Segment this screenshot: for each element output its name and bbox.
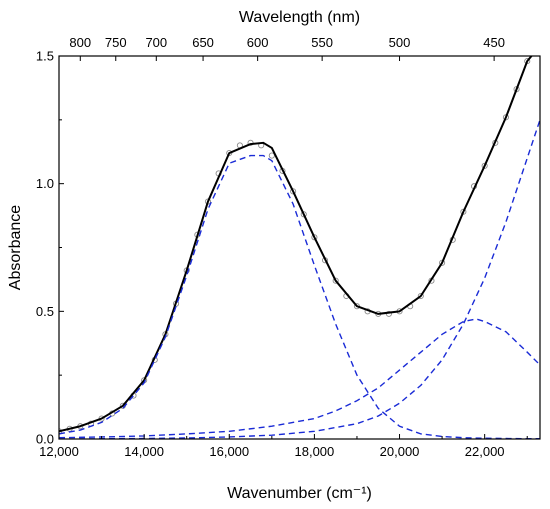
data-point [332, 277, 339, 284]
y-tick-label: 0.5 [36, 304, 54, 319]
component-curve [59, 154, 540, 439]
data-point [481, 162, 488, 169]
data-point [533, 48, 538, 53]
data-point [268, 152, 275, 159]
top-tick-label: 450 [483, 35, 505, 50]
x-tick-label: 20,000 [380, 444, 420, 459]
y-tick-label: 0.0 [36, 432, 54, 447]
data-point [460, 208, 467, 215]
plot-frame [58, 55, 541, 440]
x-axis-title: Wavenumber (cm⁻¹) [227, 485, 372, 502]
x-tick-label: 22,000 [465, 444, 505, 459]
top-tick-label: 650 [192, 35, 214, 50]
top-tick-label: 500 [389, 35, 411, 50]
data-point [417, 292, 424, 300]
data-point [290, 188, 297, 195]
top-axis-title: Wavelength (nm) [239, 9, 360, 26]
component-curve [59, 318, 540, 439]
series-layer [59, 48, 540, 439]
top-tick-label: 700 [145, 35, 167, 50]
ticks-layer: 12,000 14,000 16,000 18,000 20,000 22,000 0.0 0… [36, 35, 528, 459]
top-tick-label: 600 [247, 35, 269, 50]
y-tick-label: 1.5 [36, 49, 54, 64]
x-tick-label: 16,000 [209, 444, 249, 459]
top-tick-label: 800 [69, 35, 91, 50]
top-tick-label: 550 [311, 35, 333, 50]
data-point [226, 149, 233, 157]
y-axis-title: Absorbance [7, 205, 24, 290]
x-tick-label: 12,000 [39, 444, 79, 459]
y-tick-label: 1.0 [36, 176, 54, 191]
x-tick-label: 14,000 [124, 444, 164, 459]
data-point [300, 211, 307, 218]
data-point [439, 259, 446, 266]
data-point [311, 234, 318, 241]
x-tick-label: 18,000 [295, 444, 335, 459]
data-point [247, 139, 254, 146]
component-curve [59, 119, 540, 439]
fit-curve [59, 56, 533, 433]
top-tick-label: 750 [105, 35, 127, 50]
